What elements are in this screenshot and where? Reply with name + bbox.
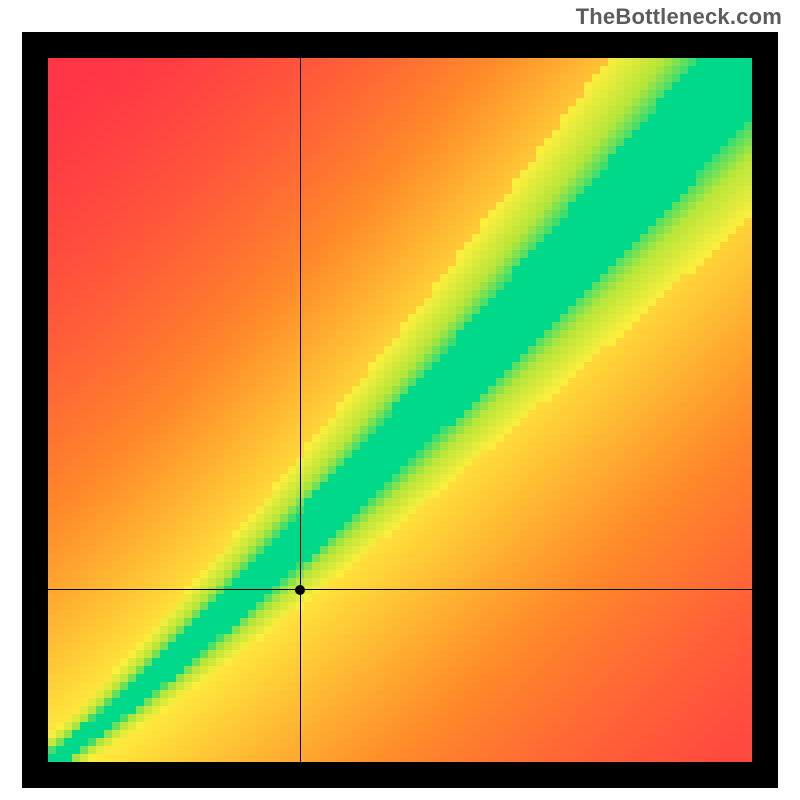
crosshair-horizontal xyxy=(48,589,752,590)
crosshair-marker xyxy=(295,585,305,595)
chart-container: TheBottleneck.com xyxy=(0,0,800,800)
watermark-text: TheBottleneck.com xyxy=(576,4,782,30)
crosshair-vertical xyxy=(300,58,301,762)
heatmap-plot xyxy=(48,58,752,762)
